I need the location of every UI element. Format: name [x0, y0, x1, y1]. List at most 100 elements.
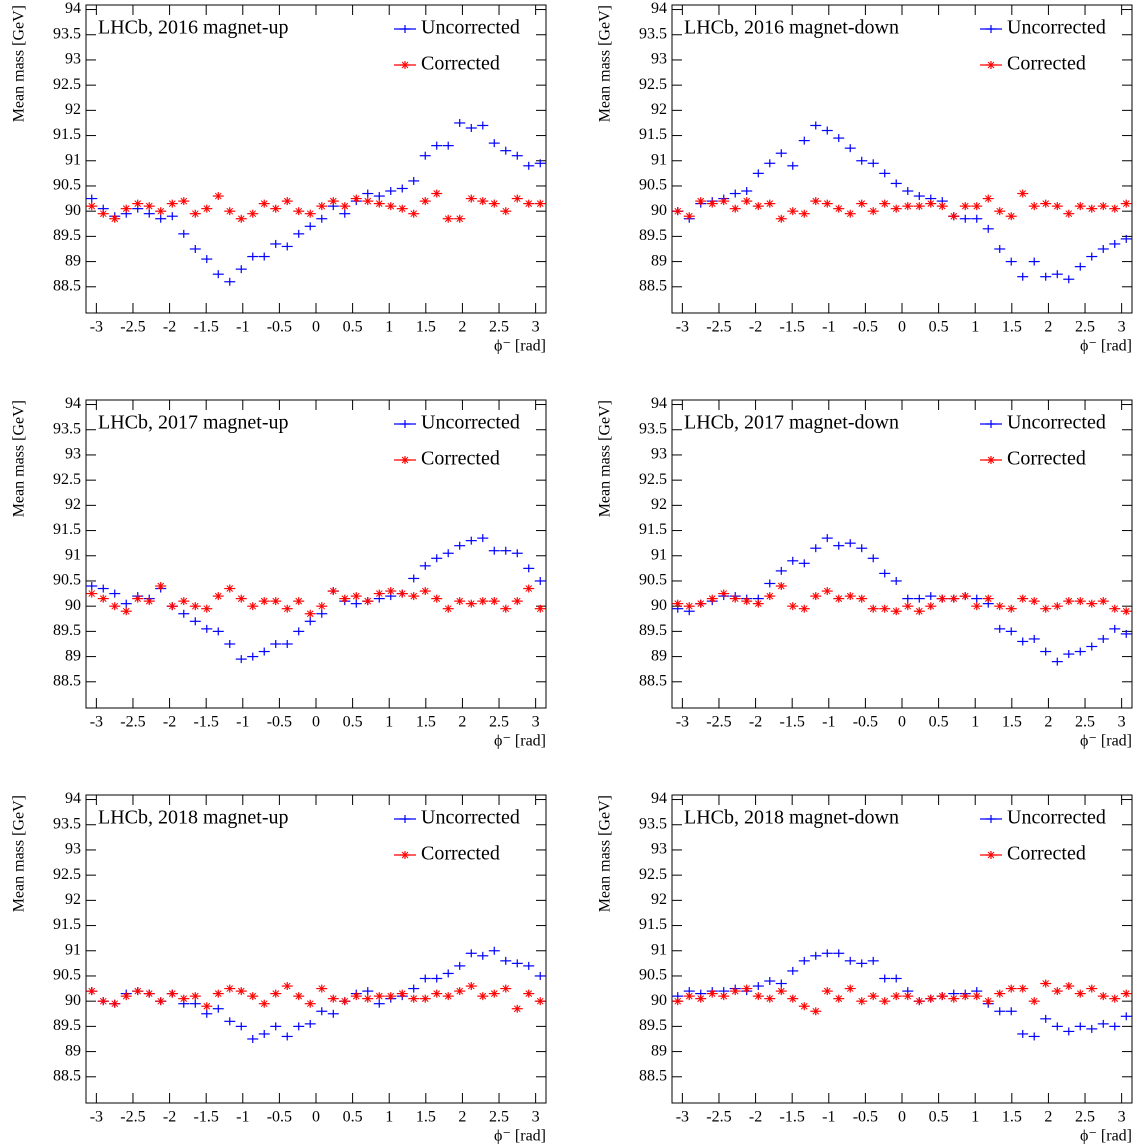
marker-d2	[835, 595, 843, 602]
cross-marker	[442, 549, 454, 558]
marker-d2	[720, 197, 728, 205]
star-marker	[695, 599, 707, 608]
star-marker	[166, 602, 178, 611]
star-marker	[350, 592, 362, 601]
marker-d2	[1122, 990, 1130, 997]
marker-d2	[134, 987, 142, 995]
marker-d2	[961, 202, 969, 210]
marker-d2	[984, 195, 992, 202]
marker-d2	[915, 607, 923, 615]
legend-item: Uncorrected	[394, 807, 520, 829]
x-tick-label: -0.5	[267, 1109, 292, 1126]
chart-title: LHCb, 2016 magnet-up	[98, 17, 289, 39]
marker-d2	[421, 995, 429, 1003]
y-tick-label: 91	[65, 151, 81, 168]
y-tick-label: 90	[65, 597, 81, 614]
cross-marker	[419, 974, 431, 983]
legend-item: Uncorrected	[980, 17, 1106, 39]
marker-d2	[720, 590, 728, 597]
star-marker	[258, 199, 270, 208]
marker-d2	[915, 997, 923, 1005]
legend-item: Uncorrected	[980, 412, 1106, 434]
cross-marker	[810, 951, 822, 960]
marker-d2	[157, 207, 165, 215]
cross-marker	[465, 949, 477, 958]
star-marker	[856, 997, 868, 1006]
marker-d2	[433, 190, 441, 197]
y-tick-label: 92.5	[53, 866, 81, 883]
x-tick-label: -0.5	[853, 714, 878, 731]
cross-marker	[316, 609, 328, 618]
y-tick-label: 94	[651, 395, 667, 412]
star-marker	[775, 987, 787, 996]
cross-marker	[247, 252, 259, 261]
cross-marker	[959, 214, 971, 223]
marker-d2	[479, 597, 487, 605]
y-tick-label: 90.5	[639, 572, 667, 589]
cross-marker	[281, 1032, 293, 1041]
star-marker	[1074, 202, 1086, 211]
marker-d2	[456, 987, 464, 995]
x-tick-label: 1.5	[1002, 319, 1022, 336]
cross-marker	[419, 561, 431, 570]
cross-marker	[982, 224, 994, 233]
star-marker	[442, 992, 454, 1001]
marker-d2	[180, 197, 188, 205]
star-marker	[821, 587, 833, 596]
star-marker	[86, 589, 98, 598]
x-tick-label: 2.5	[1075, 319, 1095, 336]
marker-d2	[180, 597, 188, 605]
marker-d2	[1019, 190, 1027, 197]
marker-d2	[1030, 202, 1038, 210]
legend-label: Uncorrected	[1007, 412, 1106, 434]
marker-d2	[341, 202, 349, 210]
cross-marker	[235, 265, 247, 274]
marker-d2	[134, 200, 142, 207]
legend-item: Corrected	[394, 448, 500, 470]
star-marker	[120, 204, 132, 213]
star-marker	[810, 592, 822, 601]
y-tick-label: 91	[651, 151, 667, 168]
cross-marker	[833, 134, 845, 143]
cross-marker	[787, 556, 799, 565]
marker-d2	[927, 200, 935, 207]
star-marker	[270, 989, 282, 998]
star-marker	[132, 199, 144, 208]
marker-d2	[525, 200, 533, 207]
star-marker	[787, 602, 799, 611]
marker-d2	[203, 1002, 211, 1010]
star-marker	[1086, 204, 1098, 213]
cross-marker	[523, 161, 535, 170]
y-tick-label: 88.5	[53, 277, 81, 294]
cross-marker	[1028, 257, 1040, 266]
cross-marker	[1051, 270, 1063, 279]
marker-d2	[401, 851, 409, 859]
star-marker	[683, 602, 695, 611]
marker-d2	[410, 210, 418, 218]
star-marker	[385, 202, 397, 211]
star-marker	[985, 61, 997, 69]
marker-d2	[502, 207, 510, 215]
star-marker	[902, 202, 914, 211]
marker-d2	[1076, 202, 1084, 210]
star-marker	[281, 982, 293, 991]
marker-d2	[375, 200, 383, 207]
y-tick-label: 93	[651, 51, 667, 68]
marker-d2	[329, 995, 337, 1003]
plot-frame	[85, 4, 547, 314]
x-tick-label: 2	[1044, 319, 1052, 336]
cross-marker	[1063, 275, 1075, 284]
marker-d2	[777, 582, 785, 590]
x-tick-label: 3	[1118, 714, 1126, 731]
marker-d2	[800, 605, 808, 613]
marker-d2	[927, 995, 935, 1003]
marker-d2	[743, 597, 751, 605]
star-marker	[867, 992, 879, 1001]
panel: 88.5 89 89.5 90 90.5 91 91.5 92 92.5 93 93.5 94 -3 -2…	[597, 0, 1133, 355]
marker-d2	[938, 992, 946, 1000]
marker-d2	[1065, 597, 1073, 605]
y-tick-label: 92	[65, 101, 81, 118]
y-tick-label: 88.5	[639, 277, 667, 294]
y-tick-label: 91.5	[639, 126, 667, 143]
marker-d2	[1042, 605, 1050, 613]
